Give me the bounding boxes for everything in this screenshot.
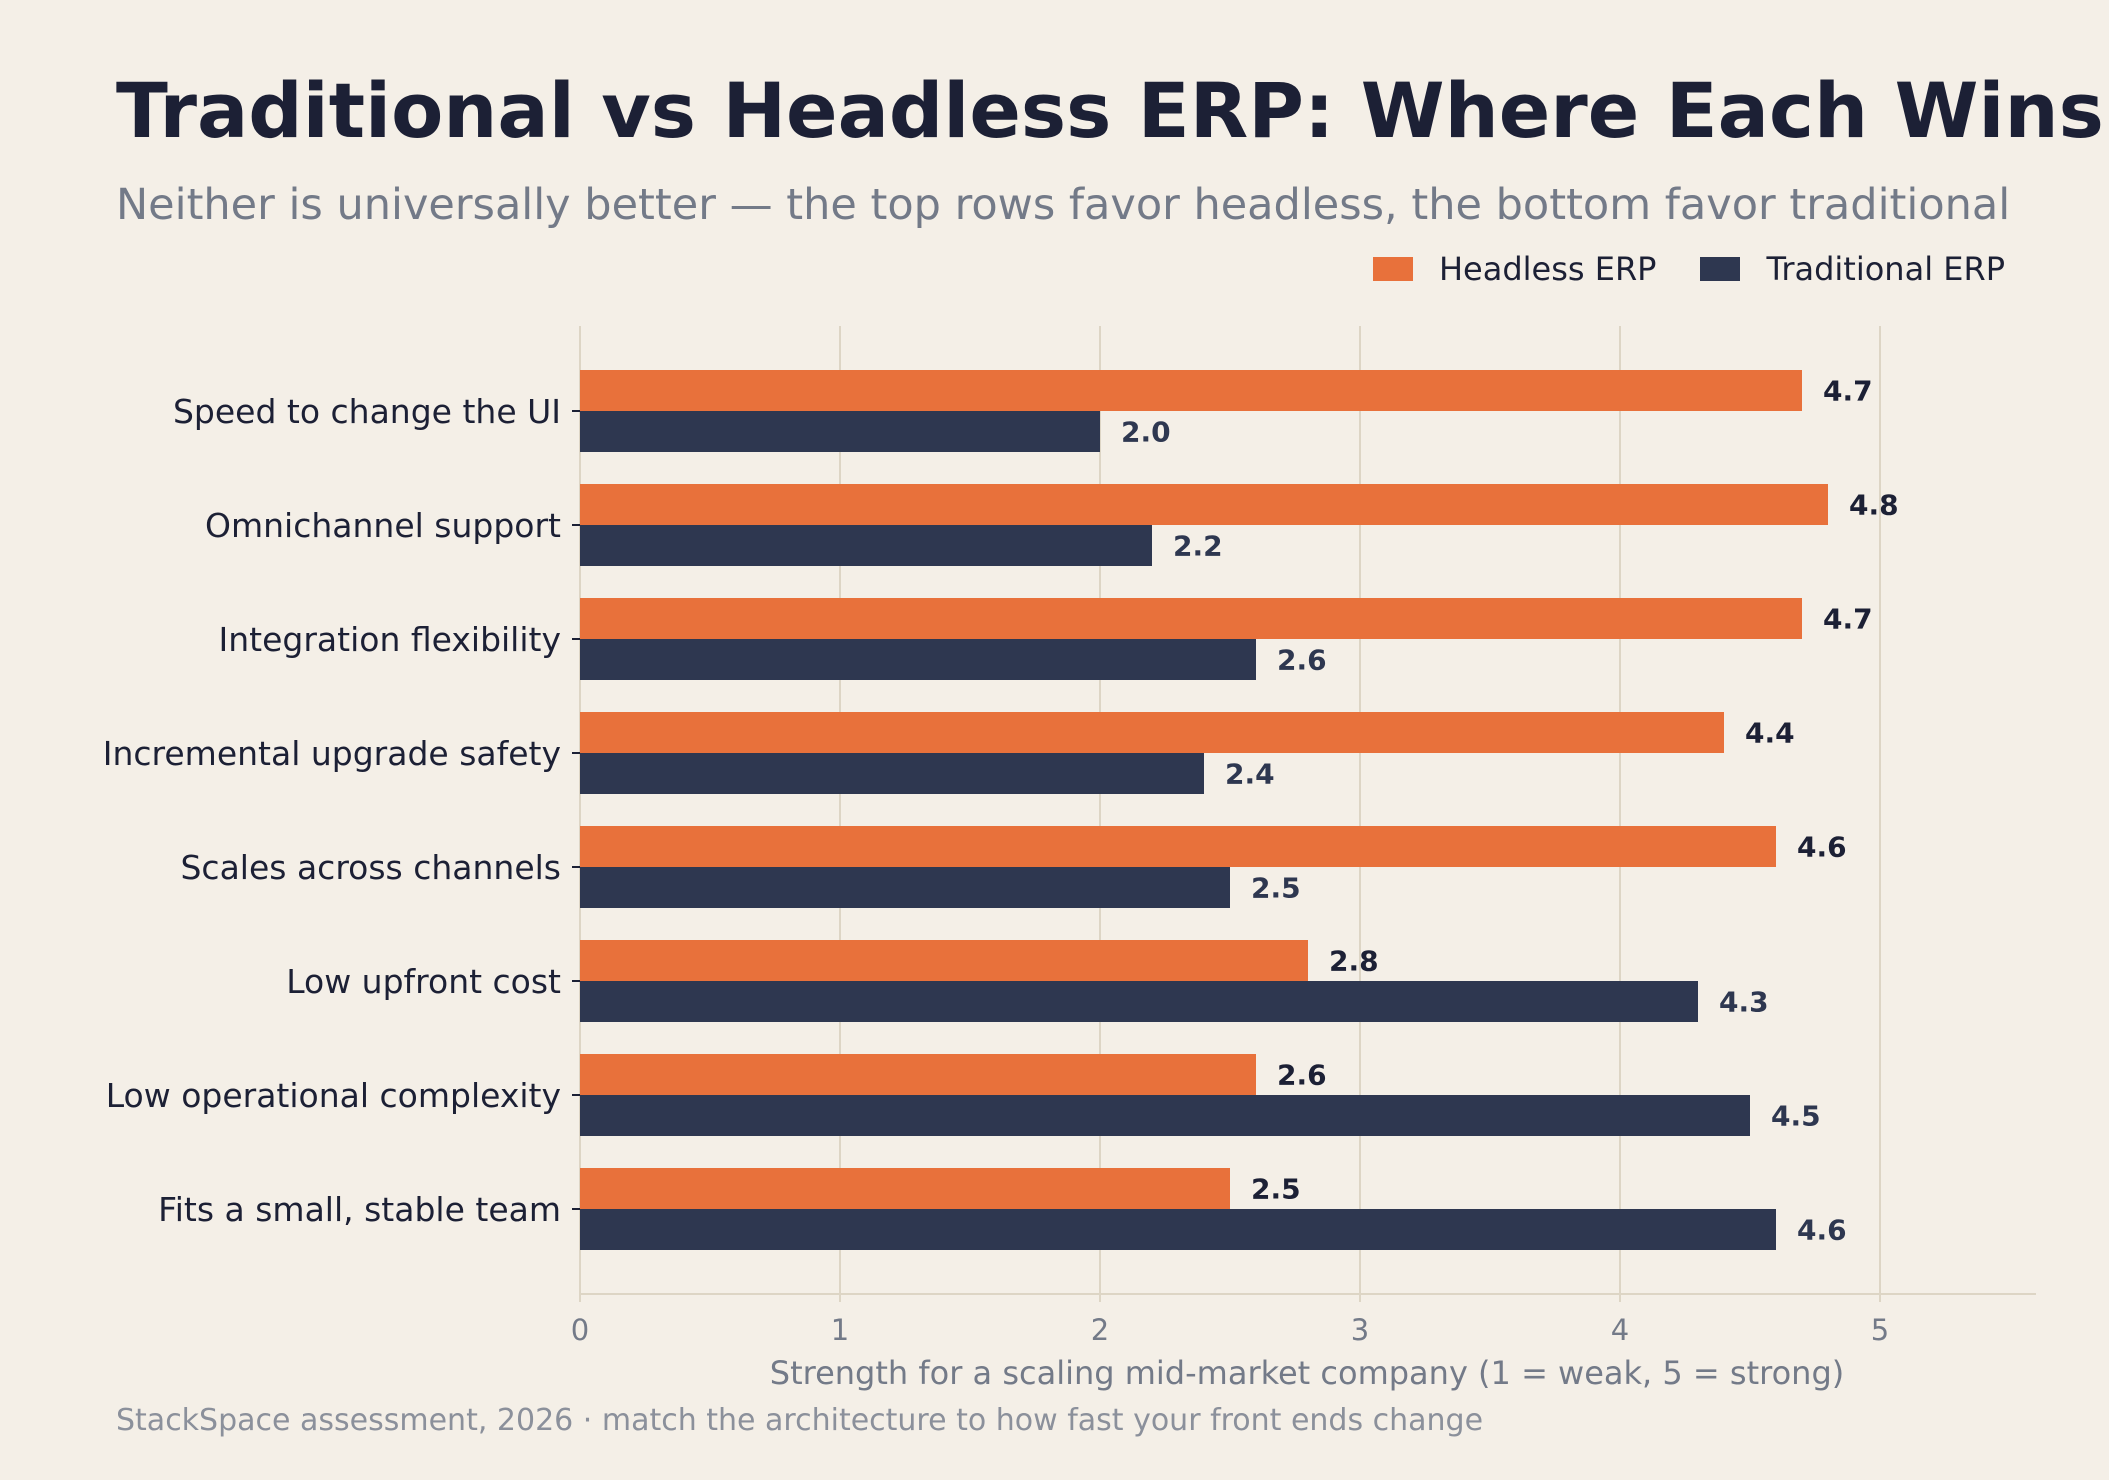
- category-label-4: Scales across channels: [180, 848, 561, 887]
- legend-item-headless: Headless ERP: [1372, 250, 1657, 288]
- value-label-headless-2: 4.7: [1823, 603, 1873, 636]
- value-label-traditional-5: 4.3: [1719, 986, 1769, 1019]
- value-label-traditional-0: 2.0: [1121, 416, 1171, 449]
- value-label-headless-1: 4.8: [1849, 489, 1899, 522]
- x-tick-label-3: 3: [1351, 1313, 1369, 1347]
- bar-traditional-7: [580, 1209, 1776, 1250]
- bar-traditional-5: [580, 981, 1698, 1022]
- legend-swatch-headless: [1372, 257, 1413, 281]
- category-label-5: Low upfront cost: [286, 962, 561, 1001]
- category-label-1: Omnichannel support: [205, 506, 561, 545]
- value-label-traditional-6: 4.5: [1771, 1100, 1821, 1133]
- bar-headless-5: [580, 940, 1308, 981]
- value-label-headless-0: 4.7: [1823, 375, 1873, 408]
- bar-traditional-6: [580, 1095, 1750, 1136]
- bar-traditional-2: [580, 639, 1256, 680]
- bar-traditional-3: [580, 753, 1204, 794]
- category-label-2: Integration flexibility: [219, 620, 561, 659]
- category-label-0: Speed to change the UI: [173, 392, 561, 431]
- bar-headless-0: [580, 370, 1802, 411]
- legend: Headless ERP Traditional ERP: [1329, 250, 2005, 288]
- value-label-traditional-1: 2.2: [1173, 530, 1223, 563]
- x-axis-label: Strength for a scaling mid-market compan…: [770, 1354, 1844, 1392]
- legend-label-traditional: Traditional ERP: [1766, 250, 2005, 288]
- chart-subtitle: Neither is universally better — the top …: [116, 180, 2011, 230]
- x-tick-label-1: 1: [831, 1313, 849, 1347]
- legend-label-headless: Headless ERP: [1438, 250, 1657, 288]
- bar-headless-1: [580, 484, 1828, 525]
- category-label-7: Fits a small, stable team: [158, 1190, 561, 1229]
- bar-traditional-1: [580, 525, 1152, 566]
- bar-traditional-0: [580, 411, 1100, 452]
- value-label-headless-5: 2.8: [1329, 945, 1379, 978]
- value-label-traditional-3: 2.4: [1225, 758, 1275, 791]
- bar-headless-2: [580, 598, 1802, 639]
- chart-title: Traditional vs Headless ERP: Where Each …: [116, 66, 2104, 155]
- value-label-traditional-4: 2.5: [1251, 872, 1301, 905]
- category-label-3: Incremental upgrade safety: [103, 734, 561, 773]
- bar-headless-6: [580, 1054, 1256, 1095]
- x-tick-label-0: 0: [571, 1313, 589, 1347]
- bar-traditional-4: [580, 867, 1230, 908]
- category-label-6: Low operational complexity: [106, 1076, 561, 1115]
- value-label-headless-3: 4.4: [1745, 717, 1795, 750]
- x-tick-label-5: 5: [1871, 1313, 1889, 1347]
- legend-swatch-traditional: [1700, 257, 1741, 281]
- source-note: StackSpace assessment, 2026 · match the …: [116, 1403, 1484, 1438]
- value-label-headless-4: 4.6: [1797, 831, 1847, 864]
- bar-headless-7: [580, 1168, 1230, 1209]
- value-label-traditional-2: 2.6: [1277, 644, 1327, 677]
- value-label-headless-6: 2.6: [1277, 1059, 1327, 1092]
- legend-item-traditional: Traditional ERP: [1700, 250, 2005, 288]
- bar-headless-3: [580, 712, 1724, 753]
- value-label-headless-7: 2.5: [1251, 1173, 1301, 1206]
- x-tick-label-4: 4: [1611, 1313, 1629, 1347]
- value-label-traditional-7: 4.6: [1797, 1214, 1847, 1247]
- x-tick-label-2: 2: [1091, 1313, 1109, 1347]
- bar-headless-4: [580, 826, 1776, 867]
